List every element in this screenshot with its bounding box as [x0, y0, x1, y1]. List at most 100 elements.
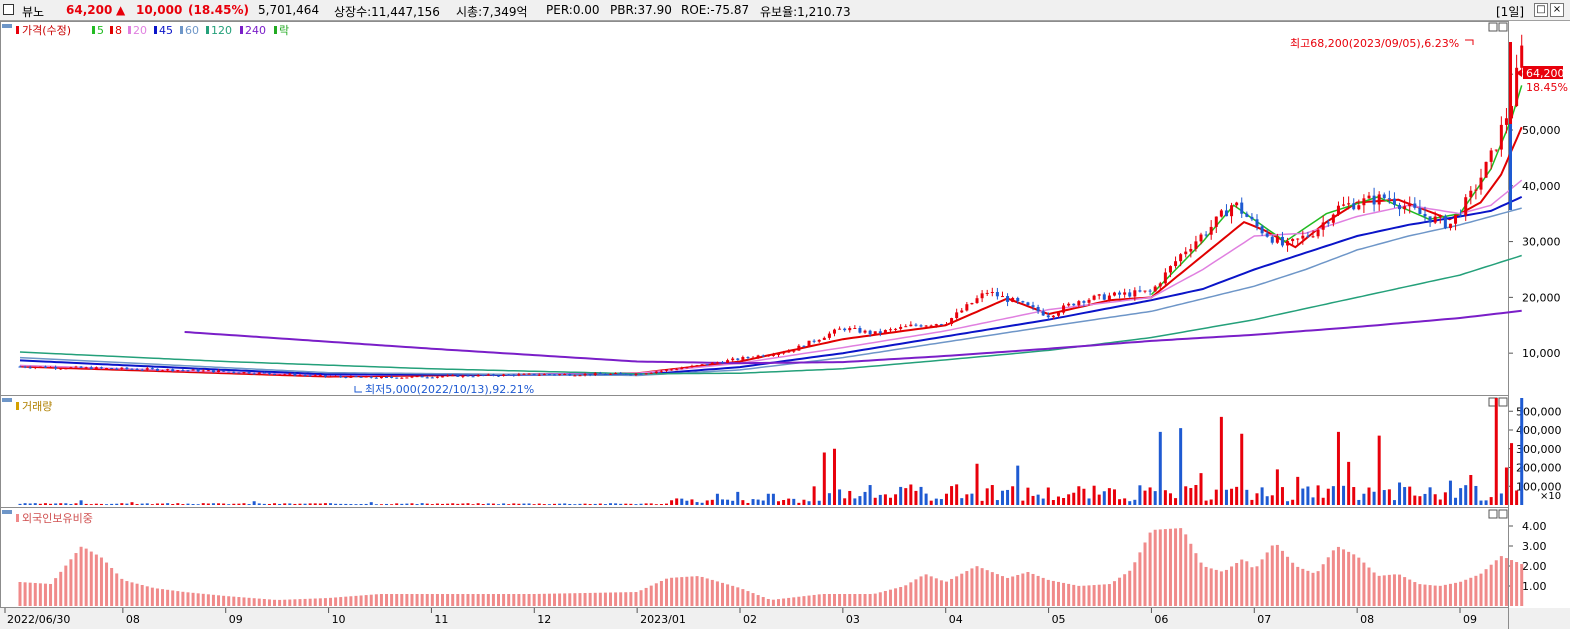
candle	[670, 369, 674, 371]
foreign-bar	[736, 587, 740, 606]
candle	[675, 369, 679, 371]
candle	[1428, 216, 1432, 223]
candle	[400, 377, 404, 379]
foreign-bar	[1097, 584, 1101, 606]
volume-bar	[339, 503, 343, 505]
volume-bar	[929, 500, 933, 505]
volume-bar	[955, 484, 959, 505]
legend-ma-45: 45	[159, 24, 173, 37]
volume-bar	[1321, 497, 1325, 505]
foreign-bar	[1438, 585, 1442, 606]
foreign-bar	[145, 586, 149, 606]
volume-bar	[1092, 485, 1096, 505]
candle	[1403, 206, 1407, 210]
candle	[797, 345, 801, 351]
candle	[1240, 202, 1244, 214]
foreign-bar	[206, 594, 210, 606]
candle	[522, 373, 526, 375]
candle	[410, 376, 414, 378]
foreign-bar	[171, 590, 175, 606]
candle	[186, 370, 190, 372]
select-checkbox[interactable]	[3, 4, 14, 15]
foreign-bar	[491, 594, 495, 606]
volume-bar	[1219, 416, 1223, 505]
candle	[1382, 194, 1386, 199]
foreign-bar	[1143, 542, 1147, 606]
volume-bar	[344, 503, 348, 505]
candle	[252, 373, 256, 375]
candle	[955, 312, 959, 319]
foreign-bar	[924, 574, 928, 606]
candle	[1352, 203, 1356, 210]
period-selector[interactable]: [1일]	[1496, 5, 1525, 19]
candle	[547, 374, 551, 376]
candle	[385, 376, 389, 378]
foreign-bar	[405, 594, 409, 606]
volume-bar	[1504, 467, 1508, 505]
foreign-bar	[883, 590, 887, 606]
candle	[1286, 241, 1290, 246]
foreign-bar	[18, 582, 22, 606]
candle	[894, 328, 898, 330]
candle	[262, 372, 266, 374]
foreign-bar	[176, 591, 180, 606]
volume-bar	[634, 504, 638, 505]
foreign-bar	[848, 594, 852, 606]
per-value: PER:0.00	[546, 3, 600, 17]
volume-bar	[110, 503, 114, 505]
volume-bar	[537, 503, 541, 505]
candle	[883, 330, 887, 334]
candle	[1077, 301, 1081, 306]
volume-bar	[1255, 493, 1259, 505]
volume-bar	[512, 503, 516, 505]
candle	[446, 375, 450, 377]
candle	[1372, 195, 1376, 205]
x-tick-13: 08	[1360, 613, 1374, 626]
volume-bar	[1484, 500, 1488, 505]
foreign-bar	[84, 548, 88, 606]
volume-bar	[1016, 465, 1020, 505]
candle	[1377, 194, 1381, 205]
foreign-bar	[756, 595, 760, 606]
panel-controls[interactable]	[1488, 22, 1508, 519]
reserve-ratio: 유보율:1,210.73	[760, 5, 851, 19]
volume-bar	[1179, 428, 1183, 505]
volume-bar	[995, 500, 999, 505]
volume-bar	[64, 503, 68, 505]
candle	[1026, 302, 1030, 306]
foreign-bar	[726, 584, 730, 606]
foreign-bar	[1118, 577, 1122, 606]
candle	[161, 370, 165, 372]
candle	[150, 368, 154, 370]
candle	[1479, 177, 1483, 190]
candle	[944, 324, 948, 326]
foreign-bar	[1189, 543, 1193, 606]
maximize-button[interactable]: □	[1534, 3, 1548, 17]
x-tick-14: 09	[1463, 613, 1477, 626]
foreign-bar	[1174, 528, 1178, 606]
candle	[1311, 236, 1315, 238]
volume-bar	[878, 494, 882, 505]
foreign-bar	[161, 589, 165, 606]
foreign-bar	[451, 594, 455, 606]
candle	[313, 375, 317, 377]
candle	[965, 304, 969, 311]
candle	[1413, 203, 1417, 208]
candle	[1148, 290, 1152, 292]
foreign-bar	[385, 594, 389, 606]
candle	[919, 325, 923, 327]
foreign-bar	[817, 594, 821, 606]
close-button[interactable]: ×	[1550, 3, 1564, 17]
volume-bar	[1245, 489, 1249, 505]
foreign-bar	[1245, 561, 1249, 606]
volume-bar	[18, 503, 22, 505]
volume-bar	[553, 503, 557, 505]
current-price: 64,200	[66, 3, 113, 17]
foreign-bar	[1194, 553, 1198, 606]
candle	[1016, 297, 1020, 302]
x-tick-3: 10	[332, 613, 346, 626]
foreign-bar	[832, 594, 836, 606]
volume-bar	[1306, 486, 1310, 505]
volume-bar	[654, 504, 658, 505]
foreign-bar	[1102, 584, 1106, 606]
